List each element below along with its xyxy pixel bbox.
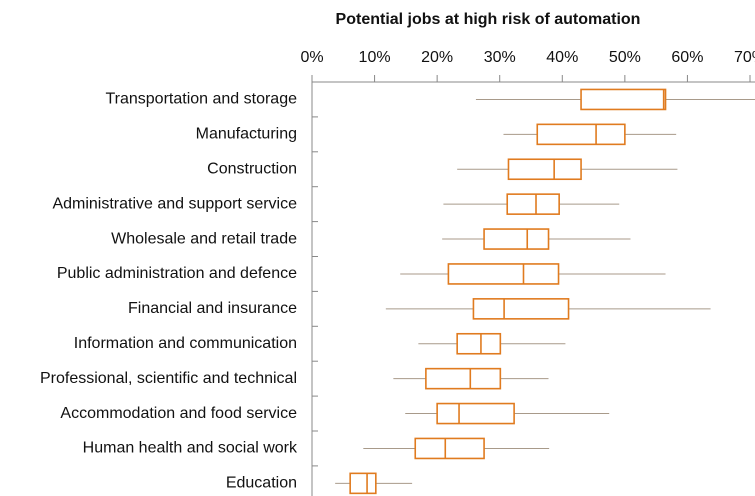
- box: [472, 298, 570, 320]
- box: [580, 88, 667, 111]
- box: [536, 123, 626, 146]
- box: [447, 263, 560, 285]
- x-tick-label: 70%: [734, 49, 755, 66]
- category-label: Accommodation and food service: [60, 405, 297, 422]
- box: [349, 472, 377, 495]
- box: [483, 228, 550, 250]
- x-tick-label: 10%: [359, 49, 391, 66]
- category-label: Manufacturing: [196, 126, 297, 143]
- category-label: Information and communication: [74, 335, 297, 352]
- category-label: Professional, scientific and technical: [40, 370, 297, 387]
- category-label: Wholesale and retail trade: [111, 230, 297, 247]
- x-tick-label: 40%: [546, 49, 578, 66]
- category-label: Transportation and storage: [105, 91, 297, 108]
- category-label: Human health and social work: [83, 440, 298, 457]
- box: [436, 402, 515, 425]
- box: [414, 437, 485, 460]
- x-tick-label: 0%: [300, 49, 323, 66]
- category-label: Public administration and defence: [57, 265, 297, 282]
- category-label: Education: [226, 475, 297, 492]
- x-tick-label: 50%: [609, 49, 641, 66]
- box: [425, 367, 502, 390]
- category-label: Construction: [207, 160, 297, 177]
- category-label: Administrative and support service: [52, 195, 297, 212]
- box: [456, 332, 502, 355]
- box: [507, 158, 582, 181]
- x-tick-label: 30%: [484, 49, 516, 66]
- x-tick-label: 20%: [421, 49, 453, 66]
- x-tick-label: 60%: [671, 49, 703, 66]
- box: [506, 193, 560, 215]
- category-label: Financial and insurance: [128, 300, 297, 317]
- axis-title: Potential jobs at high risk of automatio…: [336, 11, 641, 28]
